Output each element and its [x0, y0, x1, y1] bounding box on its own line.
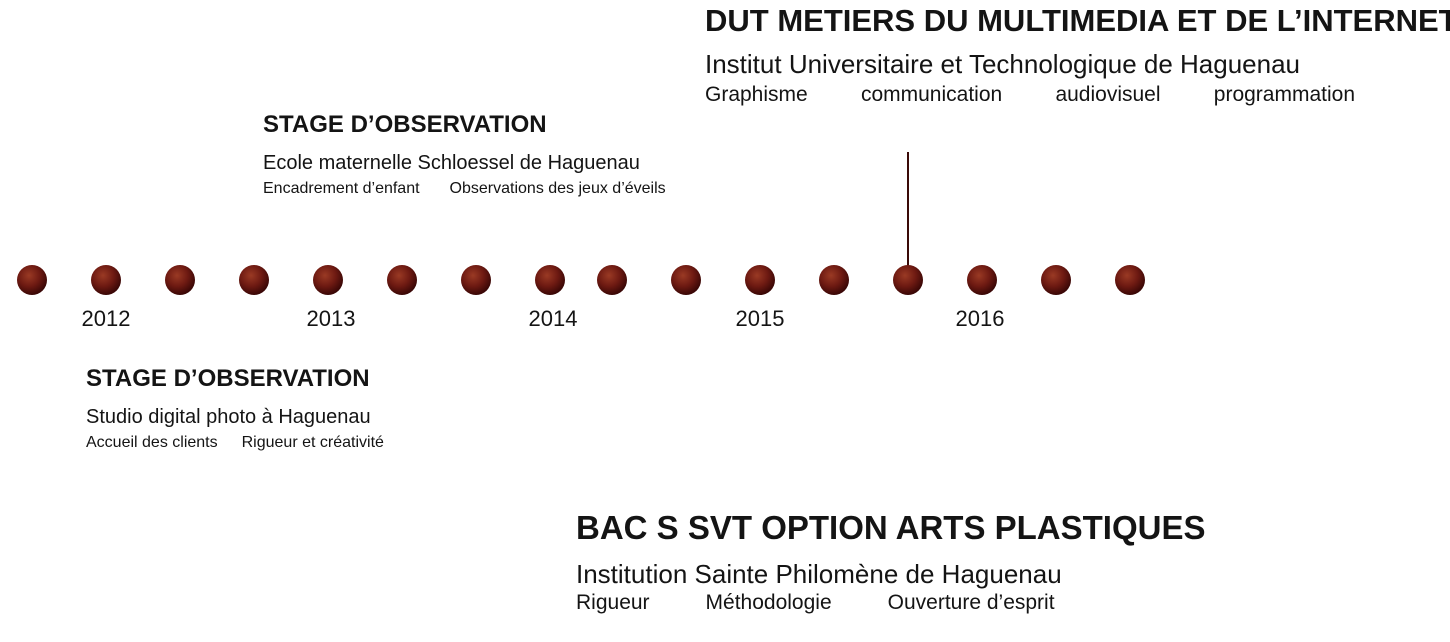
entry-skills: Accueil des clients Rigueur et créativit… — [86, 433, 384, 452]
entry-subtitle: Ecole maternelle Schloessel de Haguenau — [263, 152, 640, 175]
skill-label: Rigueur — [576, 591, 650, 615]
entry-skills: Graphisme communication audiovisuel prog… — [705, 82, 1355, 107]
timeline-dot — [387, 265, 417, 295]
skill-label: Encadrement d’enfant — [263, 180, 420, 198]
entry-stage-ecole: STAGE D’OBSERVATION Ecole maternelle Sch… — [263, 111, 666, 199]
entry-skills: Rigueur Méthodologie Ouverture d’esprit — [576, 590, 1206, 615]
timeline-dot — [745, 265, 775, 295]
year-label: 2014 — [529, 306, 578, 331]
timeline-dot — [967, 265, 997, 295]
year-label: 2015 — [736, 306, 785, 331]
timeline-dot — [17, 265, 47, 295]
skill-label: Observations des jeux d’éveils — [449, 180, 666, 198]
timeline-dot — [313, 265, 343, 295]
entry-subtitle: Studio digital photo à Haguenau — [86, 406, 371, 429]
skill-label: communication — [860, 82, 1003, 106]
timeline-dot — [239, 265, 269, 295]
timeline-dot — [893, 265, 923, 295]
entry-subtitle: Institution Sainte Philomène de Haguenau — [576, 559, 1062, 590]
skill-label: Méthodologie — [705, 591, 832, 615]
timeline-dot — [1115, 265, 1145, 295]
entry-title: DUT METIERS DU MULTIMEDIA ET DE L’INTERN… — [705, 3, 1450, 38]
skill-label: Ouverture d’esprit — [887, 591, 1055, 615]
year-label: 2012 — [82, 306, 131, 331]
skill-label: Rigueur et créativité — [241, 434, 384, 452]
timeline-dot — [91, 265, 121, 295]
entry-title: STAGE D’OBSERVATION — [86, 365, 370, 392]
timeline-dot — [535, 265, 565, 295]
skill-label: Graphisme — [705, 82, 808, 106]
skill-label: programmation — [1213, 82, 1355, 106]
skill-label: Accueil des clients — [86, 434, 218, 452]
timeline-dot — [1041, 265, 1071, 295]
timeline-dot — [819, 265, 849, 295]
entry-dut: DUT METIERS DU MULTIMEDIA ET DE L’INTERN… — [705, 3, 1450, 107]
year-label: 2013 — [307, 306, 356, 331]
timeline-dot — [671, 265, 701, 295]
timeline-dot — [461, 265, 491, 295]
skill-label: audiovisuel — [1055, 82, 1161, 106]
entry-stage-studio: STAGE D’OBSERVATION Studio digital photo… — [86, 365, 384, 453]
timeline-dot — [597, 265, 627, 295]
year-label: 2016 — [956, 306, 1005, 331]
entry-skills: Encadrement d’enfant Observations des je… — [263, 179, 666, 198]
entry-bac: BAC S SVT OPTION ARTS PLASTIQUES Institu… — [576, 509, 1206, 615]
entry-subtitle: Institut Universitaire et Technologique … — [705, 49, 1301, 80]
timeline-dot — [165, 265, 195, 295]
entry-title: BAC S SVT OPTION ARTS PLASTIQUES — [576, 509, 1206, 546]
entry-title: STAGE D’OBSERVATION — [263, 111, 547, 138]
